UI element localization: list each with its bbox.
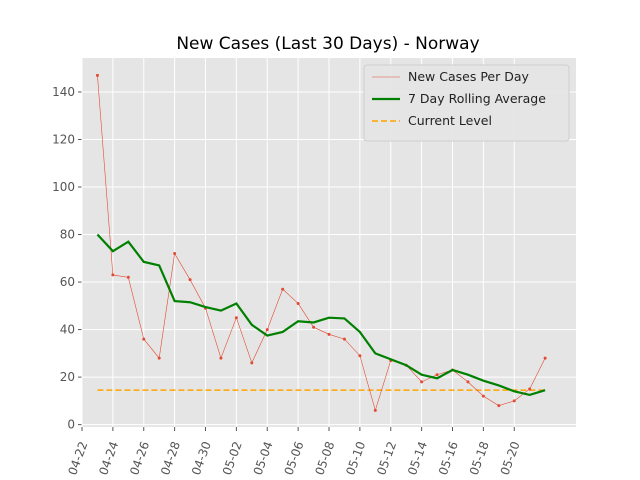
- x-tick-label: 05-12: [374, 439, 399, 477]
- x-tick-label: 05-02: [220, 439, 245, 477]
- series-line: [97, 75, 546, 412]
- point: [95, 73, 99, 77]
- x-tick-label: 04-30: [189, 439, 214, 477]
- y-tick-label: 100: [52, 180, 75, 194]
- y-tick-label: 0: [67, 418, 75, 432]
- x-tick-label: 05-16: [436, 439, 461, 477]
- y-tick-label: 40: [60, 323, 75, 337]
- point: [281, 287, 285, 291]
- point: [512, 399, 516, 403]
- point: [157, 356, 161, 360]
- x-tick-label: 04-26: [127, 439, 152, 477]
- point: [342, 337, 346, 341]
- point: [296, 301, 300, 305]
- point: [497, 404, 501, 408]
- legend-box: [363, 64, 570, 142]
- point: [219, 356, 223, 360]
- x-tick-label: 05-04: [251, 439, 276, 477]
- point: [358, 354, 362, 358]
- legend-label: New Cases Per Day: [408, 69, 529, 84]
- y-tick-label: 80: [60, 228, 75, 242]
- point: [250, 361, 254, 365]
- chart-title: New Cases (Last 30 Days) - Norway: [176, 34, 479, 54]
- point: [327, 332, 331, 336]
- series-line: [96, 233, 546, 397]
- point: [265, 328, 269, 332]
- y-tick-label: 60: [60, 275, 75, 289]
- point: [481, 394, 485, 398]
- point: [312, 325, 316, 329]
- point: [173, 252, 177, 256]
- x-tick-label: 05-20: [498, 439, 523, 477]
- point: [126, 275, 130, 279]
- point: [543, 356, 547, 360]
- x-tick-label: 05-14: [405, 439, 430, 477]
- point: [420, 380, 424, 384]
- point: [435, 373, 439, 377]
- y-tick-label: 120: [52, 132, 75, 146]
- x-tick-label: 04-28: [158, 439, 183, 477]
- point: [142, 337, 146, 341]
- legend-label: 7 Day Rolling Average: [408, 91, 546, 106]
- legend-label: Current Level: [408, 113, 492, 128]
- point: [466, 380, 470, 384]
- point: [373, 408, 377, 412]
- x-tick-label: 05-18: [467, 439, 492, 477]
- y-tick-label: 20: [60, 370, 75, 384]
- x-tick-label: 05-06: [281, 439, 306, 477]
- point: [188, 278, 192, 282]
- y-tick-label: 140: [52, 85, 75, 99]
- x-tick-label: 04-24: [96, 439, 121, 477]
- x-tick-label: 05-08: [312, 439, 337, 477]
- point: [528, 387, 532, 391]
- point: [111, 273, 115, 277]
- point: [234, 316, 238, 320]
- x-tick-label: 04-22: [65, 439, 90, 477]
- x-tick-label: 05-10: [343, 439, 368, 477]
